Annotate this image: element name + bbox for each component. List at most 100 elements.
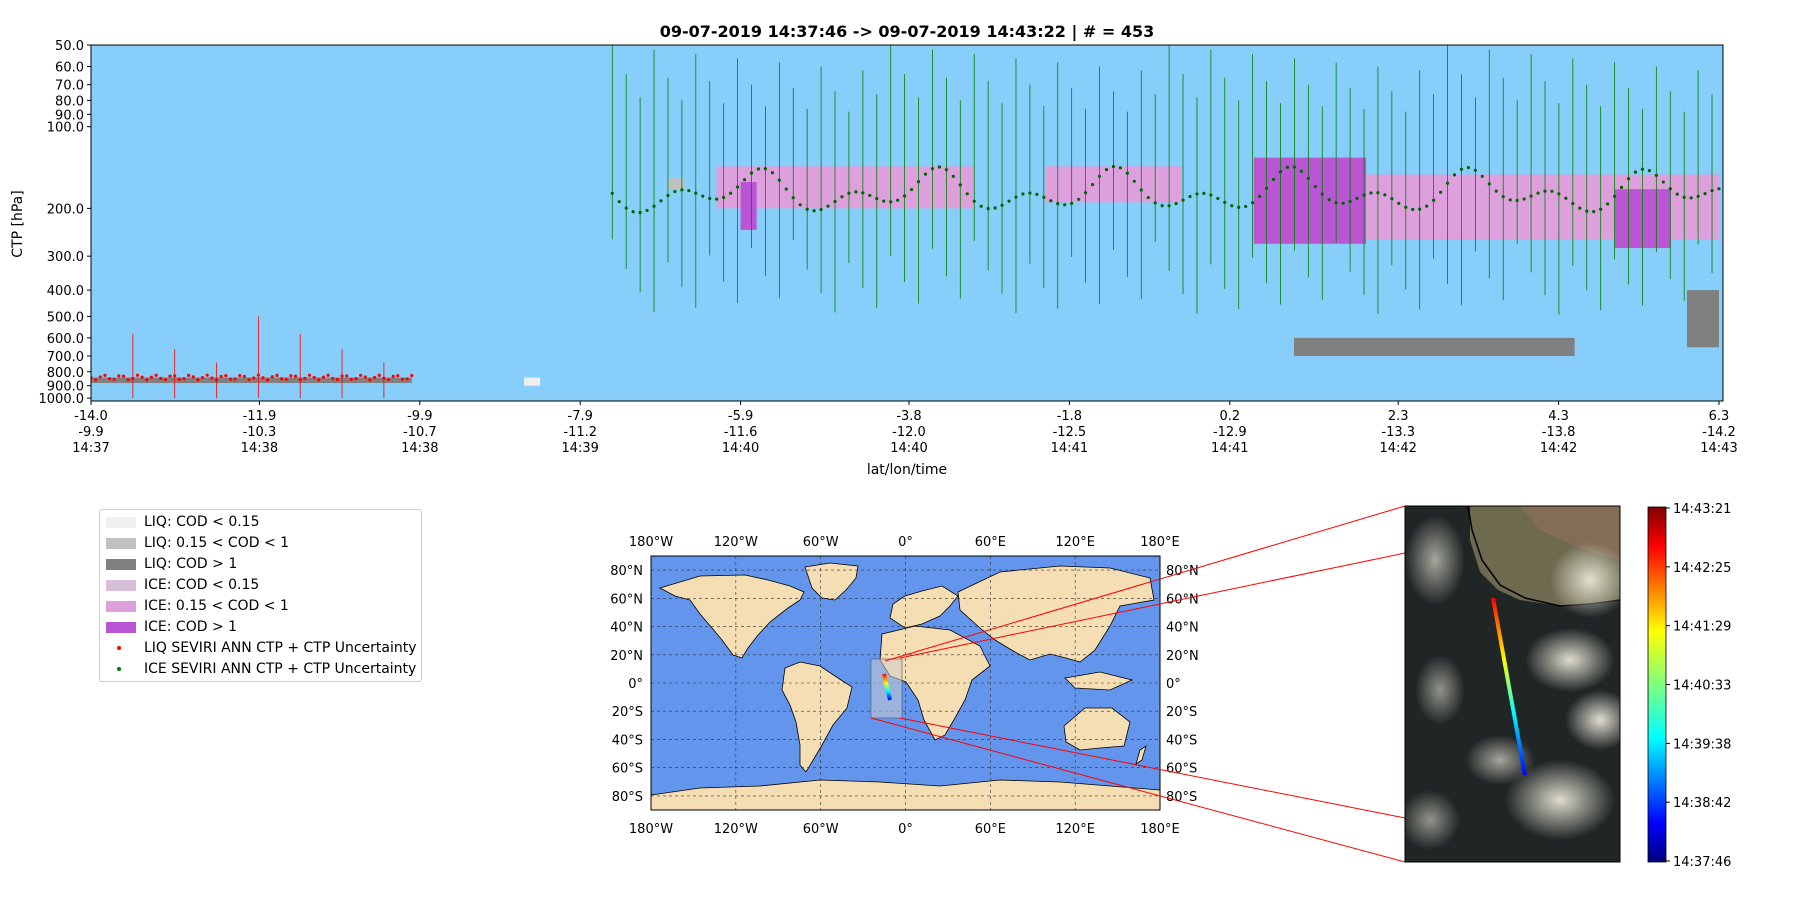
cloud-layer-group <box>91 157 1719 386</box>
map-lon-label-bottom: 180°W <box>629 822 673 837</box>
legend-entry-ice-cod-lt-0-15: ICE: COD < 0.15 <box>100 575 420 596</box>
ice-ctp-point <box>1675 192 1679 196</box>
ice-ctp-point <box>1251 201 1255 205</box>
ice-ctp-point <box>965 192 969 196</box>
x-tick-label: -1.8 <box>1057 409 1082 424</box>
liq-ctp-point <box>233 377 237 381</box>
ice-ctp-point <box>1508 198 1512 202</box>
ice-ctp-point <box>673 189 677 194</box>
legend-label: ICE: COD > 1 <box>144 619 238 635</box>
liq-ctp-point <box>298 378 302 382</box>
colorbar-tick-label: 14:42:25 <box>1673 561 1731 576</box>
liq-ctp-point <box>205 373 209 377</box>
liq-ctp-point <box>228 377 233 381</box>
liq-ctp-point <box>349 377 353 382</box>
x-tick-label: -11.9 <box>243 409 277 424</box>
liq-ctp-point <box>303 376 307 380</box>
ice-ctp-point <box>1216 196 1220 201</box>
y-tick-label: 800.0 <box>47 366 84 381</box>
map-lat-label-right: 20°S <box>1166 705 1197 720</box>
liq-ctp-point <box>98 375 102 379</box>
ice-ctp-point <box>1606 202 1610 206</box>
ice-ctp-point <box>1619 185 1624 189</box>
ice-ctp-point <box>1292 165 1297 169</box>
ice-ctp-point <box>861 191 865 195</box>
ice-ctp-point <box>756 167 761 171</box>
asia <box>957 565 1155 663</box>
ice-ctp-point <box>1299 169 1303 173</box>
ice-ctp-point <box>1578 206 1582 210</box>
zoom-connector-top-left <box>884 505 1406 662</box>
ice-ctp-point <box>1487 182 1491 186</box>
x-tick-label: 14:38 <box>241 441 278 456</box>
chart-title: 09-07-2019 14:37:46 -> 09-07-2019 14:43:… <box>660 22 1155 42</box>
ice-ctp-point <box>1612 194 1617 198</box>
liq-ctp-point <box>335 377 340 382</box>
liq-ctp-point <box>94 378 98 382</box>
liq-ctp-point <box>112 377 116 382</box>
x-tick-label: -9.9 <box>407 409 432 424</box>
legend-entry-liq-cod-mid: LIQ: 0.15 < COD < 1 <box>100 533 420 554</box>
ice-ctp-point <box>1661 180 1665 184</box>
ice-ctp-point <box>847 191 851 195</box>
ice-ctp-point <box>916 180 921 184</box>
ice-ctp-point <box>701 194 705 198</box>
ice-ctp-point <box>1007 199 1011 203</box>
ice-ctp-point <box>1696 194 1700 198</box>
liq-ctp-point <box>145 378 149 382</box>
ice-ctp-point <box>819 207 823 212</box>
ice-ctp-point <box>840 195 844 199</box>
ice-ctp-point <box>1077 197 1081 201</box>
legend-swatch <box>106 559 136 570</box>
liq-ctp-point <box>117 374 121 378</box>
ice-ctp-point <box>715 197 719 201</box>
ice-ctp-point <box>1285 165 1290 169</box>
legend-entry-ice-cod-mid: ICE: 0.15 < COD < 1 <box>100 596 420 617</box>
ice-ctp-point <box>1717 187 1721 191</box>
liq-ctp-point <box>270 375 274 379</box>
greenland <box>804 562 859 601</box>
ice-ctp-point <box>1432 198 1436 202</box>
cloud-layer <box>91 377 412 384</box>
liq-ctp-point <box>293 374 298 378</box>
ice-ctp-point <box>1452 173 1457 177</box>
ice-ctp-point <box>1195 192 1199 196</box>
ice-ctp-point <box>1202 191 1206 195</box>
x-tick-label: 2.3 <box>1388 409 1409 424</box>
ice-ctp-point <box>1049 199 1053 203</box>
zoom-connector-bottom-right <box>899 717 1406 819</box>
liq-ctp-point <box>396 374 400 378</box>
map-lat-label-right: 80°N <box>1166 564 1199 579</box>
liq-ctp-point <box>317 378 321 382</box>
ice-ctp-point <box>1160 204 1164 208</box>
ice-ctp-point <box>986 206 990 211</box>
ice-ctp-point <box>1438 190 1443 194</box>
ice-ctp-point <box>1425 204 1429 208</box>
x-tick-label: 14:42 <box>1379 441 1416 456</box>
x-tick-label: -12.0 <box>892 425 926 440</box>
ice-ctp-point <box>708 196 712 201</box>
ice-ctp-point <box>1125 171 1129 175</box>
map-frame <box>650 555 1161 811</box>
ice-ctp-point <box>1633 170 1638 174</box>
x-tick-label: -5.9 <box>728 409 753 424</box>
cloud-layer <box>716 166 974 209</box>
x-tick-label: 14:41 <box>1211 441 1248 456</box>
ice-ctp-point <box>909 187 914 192</box>
x-tick-label: -13.8 <box>1542 425 1576 440</box>
ice-ctp-point <box>1536 191 1540 195</box>
cloud-layer <box>740 182 757 230</box>
zoom-connector-top-right <box>899 552 1406 659</box>
map-lon-label-bottom: 120°W <box>714 822 758 837</box>
legend-label: LIQ SEVIRI ANN CTP + CTP Uncertainty <box>144 640 417 656</box>
map-lon-label-top: 120°W <box>714 535 758 550</box>
ice-ctp-point <box>687 188 691 193</box>
ice-ctp-point <box>1689 196 1693 200</box>
ice-ctp-point <box>1397 201 1401 205</box>
ice-ctp-point <box>826 204 830 208</box>
map-lat-label-left: 60°S <box>612 762 643 777</box>
liq-ctp-point <box>359 373 363 377</box>
y-tick-label: 600.0 <box>47 332 84 347</box>
ice-ctp-point <box>1306 176 1310 180</box>
